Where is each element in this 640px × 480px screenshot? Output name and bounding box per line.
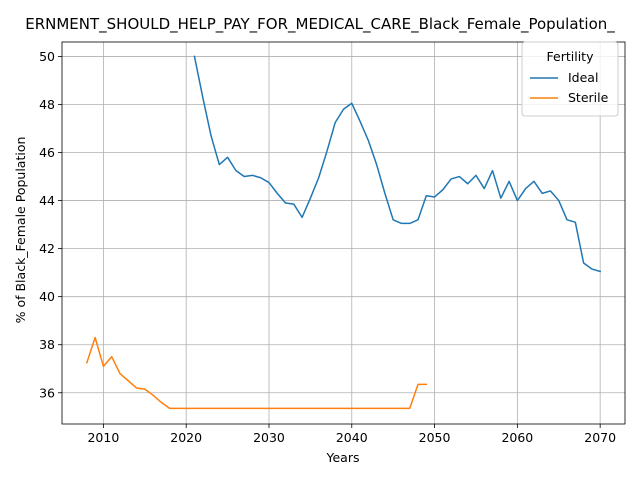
x-tick-label: 2070 — [584, 430, 616, 445]
y-tick-label: 40 — [39, 289, 55, 304]
y-tick-label: 48 — [39, 97, 55, 112]
y-tick-label: 36 — [39, 385, 55, 400]
series-line-sterile — [85, 336, 428, 410]
chart-title: ERNMENT_SHOULD_HELP_PAY_FOR_MEDICAL_CARE… — [25, 15, 615, 34]
y-tick-label: 42 — [39, 241, 55, 256]
x-axis-ticks: 2010 2020 2030 2040 2050 2060 2070 — [87, 424, 616, 445]
x-tick-label: 2010 — [87, 430, 119, 445]
series-layer — [85, 55, 602, 410]
y-tick-label: 46 — [39, 145, 55, 160]
x-axis-label: Years — [326, 450, 360, 465]
legend-label-ideal: Ideal — [568, 70, 598, 85]
x-tick-label: 2040 — [336, 430, 368, 445]
series-line-ideal — [193, 55, 602, 273]
plot-area-frame — [61, 41, 626, 425]
x-tick-label: 2060 — [501, 430, 533, 445]
y-tick-label: 44 — [39, 193, 55, 208]
x-tick-label: 2030 — [253, 430, 285, 445]
y-tick-label: 38 — [39, 337, 55, 352]
y-axis-ticks: 36 38 40 42 44 46 48 50 — [39, 49, 62, 400]
legend-label-sterile: Sterile — [568, 90, 609, 105]
legend-title: Fertility — [547, 49, 595, 64]
legend: Fertility Ideal Sterile — [521, 41, 619, 117]
x-tick-label: 2020 — [170, 430, 202, 445]
y-axis-label: % of Black_Female Population — [13, 137, 28, 324]
y-tick-label: 50 — [39, 49, 55, 64]
x-tick-label: 2050 — [419, 430, 451, 445]
